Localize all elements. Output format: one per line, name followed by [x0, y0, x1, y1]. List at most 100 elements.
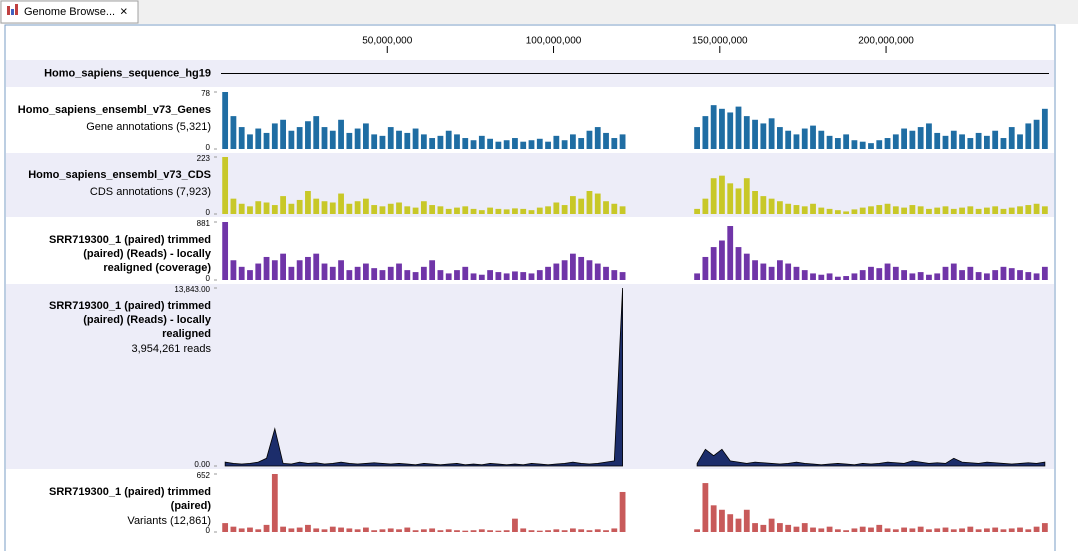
- bar: [1033, 119, 1040, 149]
- bar: [594, 263, 601, 280]
- bar: [338, 260, 344, 280]
- bar: [346, 270, 353, 280]
- bar: [379, 529, 386, 532]
- bar: [859, 270, 866, 280]
- bar: [280, 526, 286, 532]
- tab-icon: [7, 6, 10, 15]
- bar: [437, 530, 444, 532]
- bar: [437, 135, 444, 149]
- bar: [760, 123, 767, 149]
- bar: [603, 266, 609, 280]
- bar: [561, 140, 568, 149]
- bar: [495, 530, 502, 532]
- bar: [984, 207, 990, 214]
- bar: [280, 253, 286, 280]
- bar: [528, 140, 535, 149]
- bar: [917, 272, 924, 280]
- bar: [445, 529, 452, 532]
- bar: [752, 190, 758, 214]
- bar: [752, 260, 758, 280]
- bar: [777, 260, 783, 280]
- bar: [512, 518, 518, 532]
- bar: [478, 210, 485, 214]
- bar: [230, 260, 237, 280]
- track-label: SRR719300_1 (paired) trimmed: [49, 234, 211, 246]
- bar: [793, 526, 800, 532]
- bar: [843, 530, 850, 532]
- bar: [843, 276, 850, 280]
- bar: [387, 127, 394, 149]
- bar: [810, 527, 816, 532]
- bar: [296, 527, 303, 532]
- bar: [387, 203, 394, 214]
- bar: [545, 530, 551, 532]
- bar: [1041, 108, 1048, 149]
- track-label: Homo_sapiens_ensembl_v73_Genes: [18, 104, 211, 116]
- y-tick-label: 0: [206, 143, 211, 152]
- track-background: [6, 470, 1054, 535]
- bar: [329, 130, 336, 149]
- bar: [346, 528, 353, 532]
- bar: [545, 206, 551, 214]
- bar: [321, 263, 328, 280]
- tab[interactable]: [0, 0, 139, 24]
- bar: [454, 270, 460, 280]
- bar: [619, 134, 626, 149]
- bar: [810, 203, 816, 214]
- bar: [445, 130, 452, 149]
- bar: [727, 514, 734, 532]
- bar: [354, 128, 361, 149]
- bar: [478, 135, 485, 149]
- bar: [445, 273, 452, 280]
- bar: [247, 134, 253, 149]
- bar: [321, 201, 328, 214]
- bar: [1017, 527, 1023, 532]
- bar: [892, 134, 899, 149]
- bar: [238, 266, 245, 280]
- track-label: (paired): [171, 500, 212, 512]
- bar: [363, 527, 369, 532]
- bar: [429, 260, 436, 280]
- bar: [503, 530, 510, 532]
- bar: [230, 526, 237, 532]
- x-tick-label: 100,000,000: [526, 36, 582, 47]
- y-tick-label: 13,843.00: [174, 285, 210, 294]
- bar: [975, 272, 982, 280]
- bar: [1033, 526, 1040, 532]
- tab-icon: [11, 9, 14, 15]
- bar: [478, 529, 485, 532]
- bar: [247, 270, 253, 280]
- bar: [884, 203, 891, 214]
- bar: [1025, 272, 1032, 280]
- bar: [942, 206, 949, 214]
- bar: [967, 138, 974, 149]
- bar: [305, 524, 311, 532]
- bar: [702, 256, 709, 280]
- bar: [793, 205, 800, 214]
- bar: [487, 207, 493, 214]
- bar: [247, 206, 253, 214]
- bar: [768, 118, 775, 149]
- bar: [619, 206, 626, 214]
- bar: [917, 127, 924, 149]
- bar: [570, 253, 576, 280]
- bar: [619, 491, 626, 532]
- bar: [371, 530, 378, 532]
- bar: [238, 203, 245, 214]
- tab-icon: [15, 4, 18, 15]
- bar: [346, 132, 353, 149]
- tab-close[interactable]: ×: [120, 3, 128, 18]
- bar: [826, 135, 833, 149]
- bar: [694, 127, 700, 149]
- bar: [404, 132, 411, 149]
- bar: [255, 529, 262, 532]
- bar: [859, 141, 866, 149]
- bar: [1041, 266, 1048, 280]
- bar: [876, 268, 883, 280]
- bar: [570, 134, 576, 149]
- bar: [909, 130, 916, 149]
- bar: [967, 526, 974, 532]
- track-subtitle: CDS annotations (7,923): [90, 186, 211, 198]
- bar: [727, 183, 734, 214]
- y-tick-label: 0: [206, 526, 211, 535]
